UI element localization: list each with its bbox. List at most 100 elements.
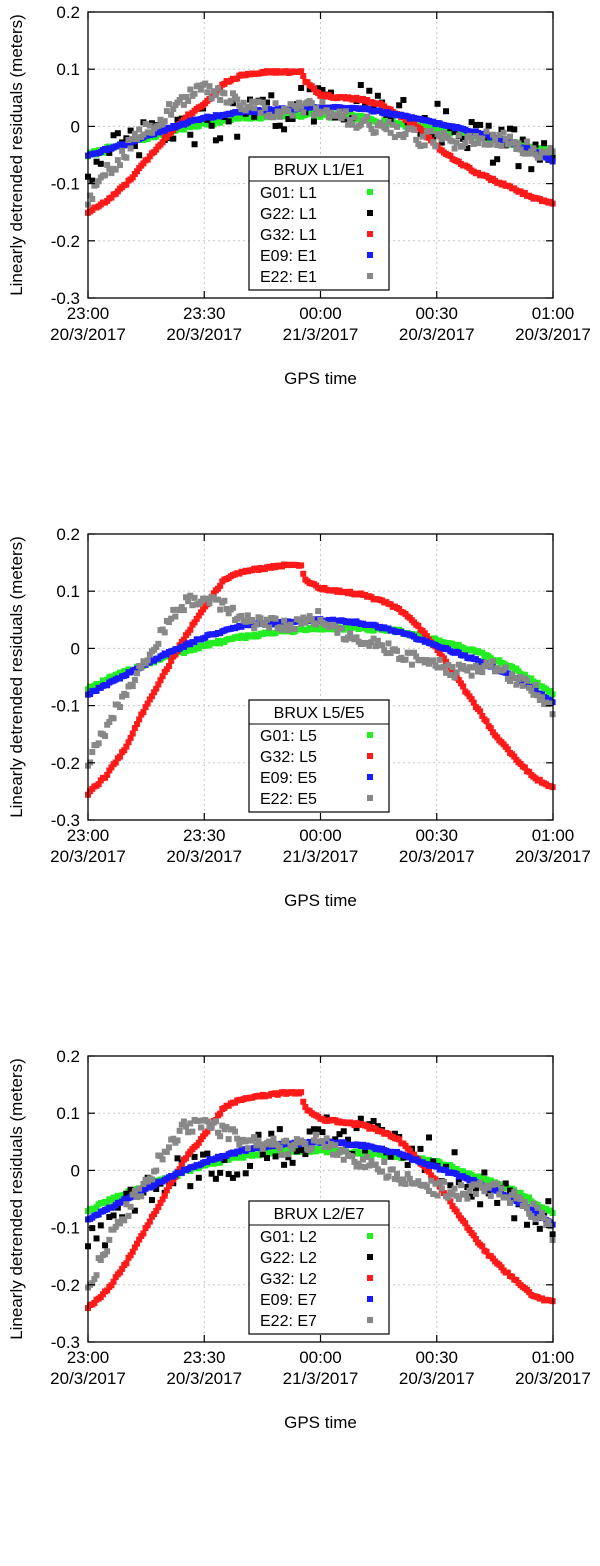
data-point-e22 xyxy=(234,96,241,103)
data-point-e22 xyxy=(489,131,496,138)
data-point-e22 xyxy=(479,1184,486,1191)
data-point-e22 xyxy=(189,602,196,609)
data-point-g22 xyxy=(97,1222,104,1229)
y-tick-label: 0.2 xyxy=(56,3,80,22)
data-point-e22 xyxy=(530,691,537,698)
data-point-e22 xyxy=(457,1182,464,1189)
legend-title: BRUX L1/E1 xyxy=(274,162,365,179)
data-point-g32 xyxy=(116,753,123,760)
data-point-e22 xyxy=(396,1176,403,1183)
data-point-e22 xyxy=(278,626,285,633)
data-point-g32 xyxy=(462,1220,469,1227)
data-point-g22 xyxy=(268,1130,275,1137)
data-point-e22 xyxy=(298,103,305,110)
data-point-e22 xyxy=(229,90,236,97)
data-point-e22 xyxy=(455,1195,462,1202)
data-point-e22 xyxy=(95,740,102,747)
data-point-g22 xyxy=(494,156,501,163)
data-point-g22 xyxy=(477,121,484,128)
legend-swatch-e22 xyxy=(367,273,373,279)
y-tick-label: -0.3 xyxy=(51,289,80,308)
data-point-e22 xyxy=(528,687,535,694)
data-point-e22 xyxy=(372,643,379,650)
data-point-g22 xyxy=(285,116,292,123)
x-tick-label-time: 01:00 xyxy=(532,304,575,323)
data-point-g32 xyxy=(157,1199,164,1206)
data-point-e22 xyxy=(116,704,123,711)
data-point-g32 xyxy=(455,677,462,684)
x-tick-label-date: 20/3/2017 xyxy=(515,847,591,866)
data-point-e22 xyxy=(225,610,232,617)
data-point-e22 xyxy=(462,140,469,147)
data-point-g22 xyxy=(298,1147,305,1154)
data-point-g32 xyxy=(110,1278,117,1285)
data-point-g32 xyxy=(134,1240,141,1247)
data-point-g22 xyxy=(110,1212,117,1219)
data-point-e22 xyxy=(153,1167,160,1174)
legend-swatch-g22 xyxy=(367,1254,373,1260)
data-point-g22 xyxy=(123,1190,130,1197)
data-point-g22 xyxy=(370,1118,377,1125)
data-point-g32 xyxy=(204,1128,211,1135)
data-point-g22 xyxy=(212,137,219,144)
data-point-e22 xyxy=(362,1164,369,1171)
data-point-g22 xyxy=(417,1145,424,1152)
legend-entry-label: G01: L5 xyxy=(260,728,317,745)
data-point-e22 xyxy=(110,715,117,722)
data-point-g32 xyxy=(504,1269,511,1276)
data-point-e22 xyxy=(445,662,452,669)
data-point-e22 xyxy=(317,110,324,117)
data-point-g32 xyxy=(191,619,198,626)
data-point-e22 xyxy=(492,668,499,675)
data-point-e22 xyxy=(170,106,177,113)
data-point-g22 xyxy=(127,1186,134,1193)
data-point-e22 xyxy=(185,598,192,605)
data-point-g01 xyxy=(547,687,554,694)
x-tick-label-time: 23:30 xyxy=(183,304,226,323)
legend-swatch-g22 xyxy=(367,210,373,216)
data-point-e22 xyxy=(287,621,294,628)
data-point-e22 xyxy=(402,656,409,663)
data-point-e22 xyxy=(268,1141,275,1148)
chart-panel-3: 0.2 0.1 0 -0.1 -0.2 -0.3 23:00 20/3/2017 23:30 20… xyxy=(0,1044,600,1566)
data-point-e22 xyxy=(264,616,271,623)
data-point-e22 xyxy=(381,1158,388,1165)
data-point-e22 xyxy=(423,657,430,664)
data-point-g22 xyxy=(336,1131,343,1138)
data-point-g22 xyxy=(191,141,198,148)
data-point-g22 xyxy=(506,125,513,132)
data-point-g22 xyxy=(229,1174,236,1181)
data-point-e22 xyxy=(298,620,305,627)
data-point-e22 xyxy=(547,1223,554,1230)
data-point-e22 xyxy=(487,141,494,148)
data-point-e22 xyxy=(146,651,153,658)
data-point-e22 xyxy=(244,612,251,619)
data-point-g22 xyxy=(310,118,317,125)
data-point-g32 xyxy=(449,668,456,675)
data-point-g22 xyxy=(174,116,181,123)
legend-entry-label: G01: L2 xyxy=(260,1229,317,1246)
y-tick-label: -0.2 xyxy=(51,232,80,251)
data-point-g32 xyxy=(195,612,202,619)
data-point-g32 xyxy=(127,1252,134,1259)
data-point-g32 xyxy=(142,704,149,711)
y-tick-label: -0.1 xyxy=(51,697,80,716)
data-point-g32 xyxy=(153,146,160,153)
data-point-g32 xyxy=(396,1136,403,1143)
data-point-e22 xyxy=(178,94,185,101)
data-point-g22 xyxy=(536,1225,543,1232)
data-point-e22 xyxy=(319,98,326,105)
data-point-e22 xyxy=(215,85,222,92)
data-point-e22 xyxy=(342,108,349,115)
data-point-e22 xyxy=(148,129,155,136)
data-point-e22 xyxy=(244,1145,251,1152)
data-point-e22 xyxy=(125,137,132,144)
data-point-e22 xyxy=(400,1176,407,1183)
data-point-g22 xyxy=(489,159,496,166)
x-axis-label: GPS time xyxy=(284,369,357,388)
x-tick-label-time: 00:30 xyxy=(415,1348,458,1367)
x-tick-label-date: 20/3/2017 xyxy=(50,1369,126,1388)
data-point-e22 xyxy=(119,147,126,154)
data-point-g22 xyxy=(204,1150,211,1157)
data-point-g01 xyxy=(112,1196,119,1203)
